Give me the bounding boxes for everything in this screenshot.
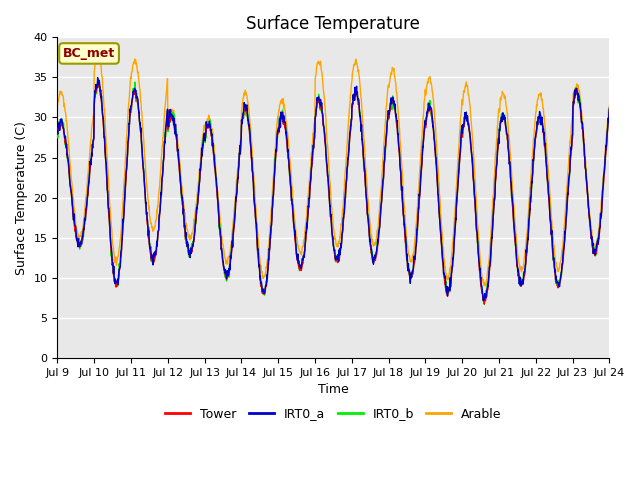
Line: Arable: Arable xyxy=(58,52,609,286)
X-axis label: Time: Time xyxy=(318,383,349,396)
Arable xyxy=(605,103,613,109)
IRT0_a xyxy=(419,139,427,144)
Arable xyxy=(177,168,184,174)
Arable xyxy=(492,150,500,156)
IRT0_a xyxy=(239,117,246,123)
Tower xyxy=(177,181,184,187)
IRT0_b xyxy=(481,301,488,307)
IRT0_b xyxy=(163,111,171,117)
IRT0_b xyxy=(541,142,548,148)
IRT0_b xyxy=(239,115,246,120)
IRT0_a xyxy=(54,129,61,134)
Tower xyxy=(541,144,548,150)
Title: Surface Temperature: Surface Temperature xyxy=(246,15,420,33)
Tower xyxy=(492,177,500,182)
Text: BC_met: BC_met xyxy=(63,47,115,60)
Arable xyxy=(54,103,61,109)
Tower xyxy=(54,131,61,137)
IRT0_b xyxy=(419,139,427,144)
Line: Tower: Tower xyxy=(58,83,609,304)
IRT0_a xyxy=(541,143,548,148)
IRT0_b xyxy=(605,106,613,111)
IRT0_a xyxy=(163,111,171,117)
IRT0_b xyxy=(94,77,102,83)
Tower xyxy=(481,301,488,307)
Tower xyxy=(419,140,427,145)
Y-axis label: Surface Temperature (C): Surface Temperature (C) xyxy=(15,120,28,275)
Arable xyxy=(481,283,489,289)
IRT0_a xyxy=(94,75,102,81)
IRT0_a xyxy=(492,172,500,178)
Tower xyxy=(94,80,102,85)
Tower xyxy=(605,107,613,113)
Arable xyxy=(95,49,102,55)
Line: IRT0_a: IRT0_a xyxy=(58,78,609,300)
Arable xyxy=(541,118,548,124)
Tower xyxy=(239,119,246,125)
IRT0_b xyxy=(54,132,61,137)
IRT0_a xyxy=(177,179,184,185)
IRT0_b xyxy=(492,175,500,180)
Arable xyxy=(163,83,171,88)
Arable xyxy=(419,112,427,118)
Legend: Tower, IRT0_a, IRT0_b, Arable: Tower, IRT0_a, IRT0_b, Arable xyxy=(160,403,507,425)
Line: IRT0_b: IRT0_b xyxy=(58,80,609,304)
IRT0_a xyxy=(479,298,487,303)
IRT0_b xyxy=(177,179,184,185)
IRT0_a xyxy=(605,105,613,111)
Arable xyxy=(239,101,246,107)
Tower xyxy=(163,115,171,121)
